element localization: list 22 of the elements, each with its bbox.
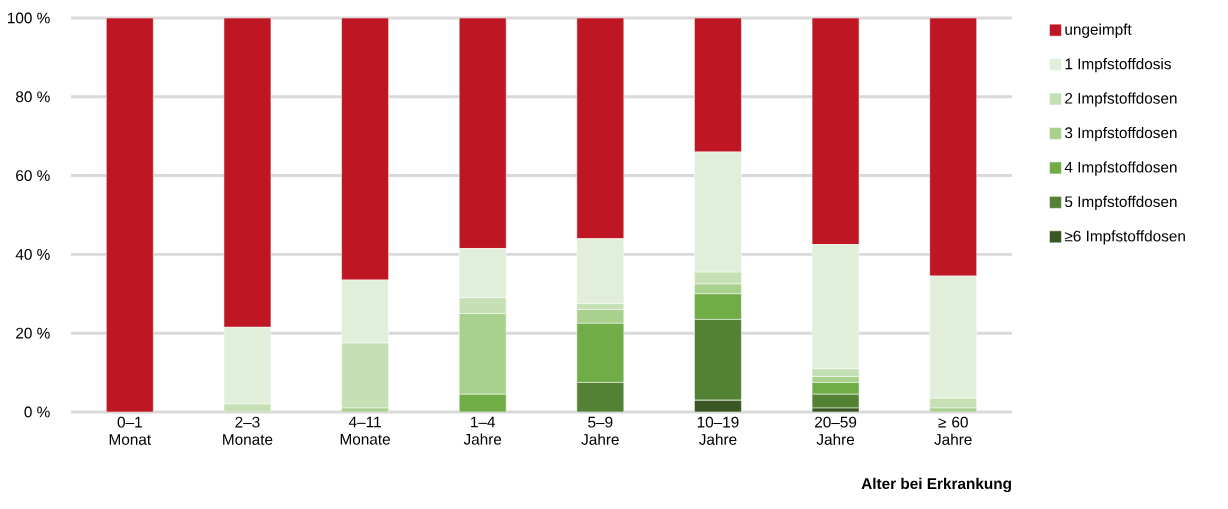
x-tick-label: 10–19 Jahre — [697, 416, 739, 445]
legend-label: 3 Impfstoffdosen — [1064, 126, 1177, 142]
y-tick-label: 80 % — [16, 91, 50, 103]
y-tick-label: 40 % — [15, 248, 50, 260]
x-tick-label: ≥ 60 Jahre — [934, 416, 972, 445]
x-tick-label: 2–3 Monate — [223, 416, 273, 445]
legend-label: ≥6 Impfstoffdosen — [1064, 230, 1185, 245]
x-tick-label: 4–11 Monate — [340, 416, 390, 445]
y-tick-label: 100 % — [8, 12, 50, 24]
x-tick-label: 5–9 Jahre — [581, 416, 619, 445]
x-tick-label: 20–59 Jahre — [815, 416, 857, 445]
legend-label: ungeimpft — [1065, 23, 1132, 38]
x-tick-label: 0–1 Monat — [109, 416, 151, 445]
y-tick-label: 60 % — [16, 170, 50, 182]
x-tick-label: 1–4 Jahre — [463, 416, 502, 445]
legend-label: 4 Impfstoffdosen — [1064, 161, 1177, 176]
y-tick-label: 0 % — [24, 406, 50, 418]
legend-label: 5 Impfstoffdosen — [1065, 195, 1177, 211]
legend-label: 1 Impfstoffdosis — [1065, 58, 1171, 73]
legend-label: 2 Impfstoffdosen — [1065, 92, 1177, 107]
x-axis-title: Alter bei Erkrankung — [861, 477, 1011, 493]
y-tick-label: 20 % — [16, 327, 50, 339]
